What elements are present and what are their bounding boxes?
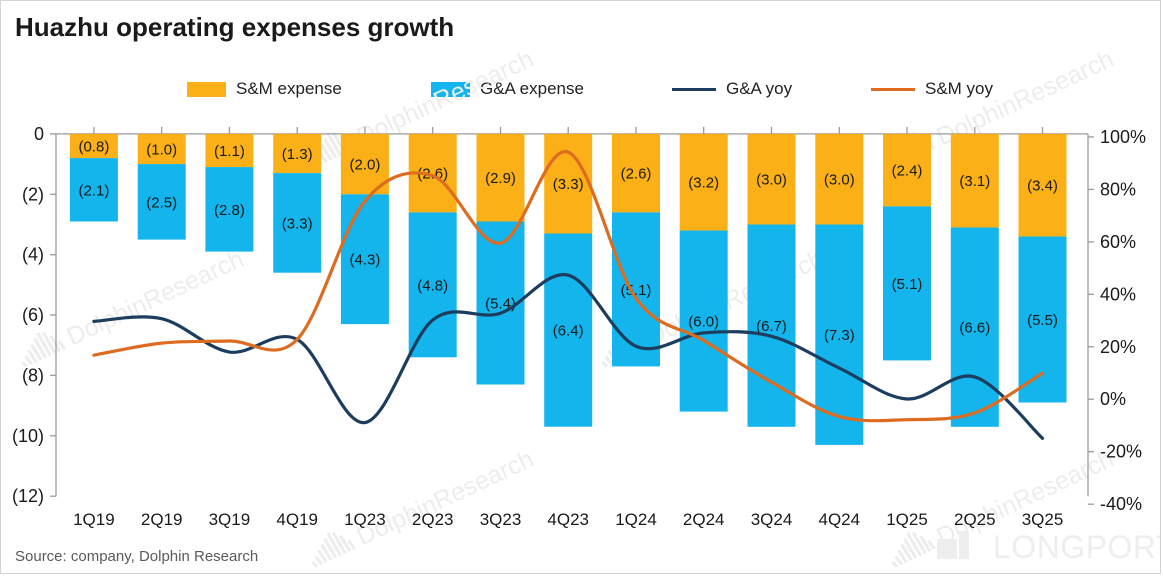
svg-text:(2.1): (2.1) [78, 182, 109, 199]
svg-text:-40%: -40% [1100, 494, 1142, 514]
svg-text:3Q19: 3Q19 [209, 510, 251, 529]
svg-text:(2.5): (2.5) [146, 194, 177, 211]
svg-text:(2.0): (2.0) [349, 157, 380, 174]
svg-text:(3.1): (3.1) [959, 173, 990, 190]
svg-text:80%: 80% [1100, 179, 1136, 199]
svg-text:-20%: -20% [1100, 442, 1142, 462]
svg-text:(2.8): (2.8) [214, 202, 245, 219]
svg-text:0%: 0% [1100, 389, 1126, 409]
svg-text:(3.4): (3.4) [1027, 178, 1058, 195]
svg-text:(4): (4) [22, 245, 44, 265]
svg-text:(5.1): (5.1) [892, 276, 923, 293]
svg-text:(6.6): (6.6) [959, 320, 990, 337]
svg-text:(3.0): (3.0) [756, 172, 787, 189]
svg-text:4Q19: 4Q19 [276, 510, 318, 529]
svg-text:(3.0): (3.0) [824, 172, 855, 189]
svg-text:(5.4): (5.4) [485, 296, 516, 313]
svg-text:(2): (2) [22, 184, 44, 204]
svg-text:(2.4): (2.4) [892, 163, 923, 180]
svg-text:(12): (12) [12, 486, 44, 506]
svg-text:(3.3): (3.3) [282, 216, 313, 233]
svg-text:2Q23: 2Q23 [412, 510, 454, 529]
svg-text:1Q24: 1Q24 [615, 510, 657, 529]
svg-text:(8): (8) [22, 365, 44, 385]
svg-text:20%: 20% [1100, 337, 1136, 357]
svg-text:0: 0 [34, 124, 44, 144]
svg-text:(3.2): (3.2) [688, 175, 719, 192]
svg-text:3Q23: 3Q23 [480, 510, 522, 529]
svg-text:4Q23: 4Q23 [547, 510, 589, 529]
svg-text:2Q19: 2Q19 [141, 510, 183, 529]
svg-text:(1.0): (1.0) [146, 142, 177, 159]
svg-text:(3.3): (3.3) [553, 176, 584, 193]
svg-text:4Q24: 4Q24 [819, 510, 861, 529]
svg-text:(1.1): (1.1) [214, 143, 245, 160]
svg-text:3Q24: 3Q24 [751, 510, 793, 529]
svg-text:40%: 40% [1100, 284, 1136, 304]
svg-text:1Q23: 1Q23 [344, 510, 386, 529]
svg-text:(1.3): (1.3) [282, 146, 313, 163]
svg-text:(5.5): (5.5) [1027, 312, 1058, 329]
svg-text:1Q19: 1Q19 [73, 510, 115, 529]
svg-text:(6): (6) [22, 305, 44, 325]
svg-text:2Q25: 2Q25 [954, 510, 996, 529]
svg-text:2Q24: 2Q24 [683, 510, 725, 529]
svg-text:(4.8): (4.8) [417, 277, 448, 294]
svg-text:(4.3): (4.3) [349, 252, 380, 269]
svg-text:(6.4): (6.4) [553, 323, 584, 340]
svg-text:1Q25: 1Q25 [886, 510, 928, 529]
svg-text:(7.3): (7.3) [824, 327, 855, 344]
svg-text:(2.6): (2.6) [621, 166, 652, 183]
svg-text:100%: 100% [1100, 127, 1146, 147]
svg-text:60%: 60% [1100, 232, 1136, 252]
svg-text:(0.8): (0.8) [78, 139, 109, 156]
svg-text:(10): (10) [12, 426, 44, 446]
svg-text:(2.9): (2.9) [485, 170, 516, 187]
svg-text:(6.0): (6.0) [688, 314, 719, 331]
svg-text:3Q25: 3Q25 [1022, 510, 1064, 529]
